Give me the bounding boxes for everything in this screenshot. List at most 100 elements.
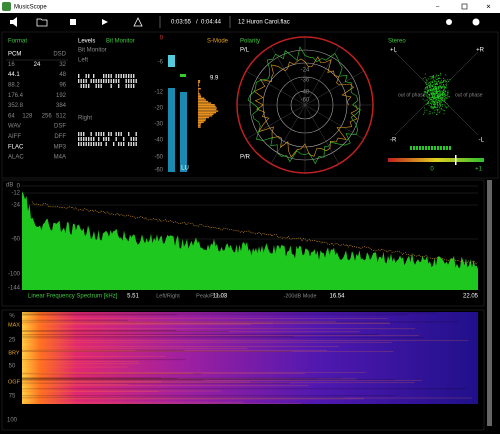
format-option: MP3 [54,144,67,150]
format-option: M4A [54,155,66,161]
scatter-dot [424,88,426,90]
scatter-dot [440,86,442,88]
scatter-dot [432,84,434,86]
volume-button[interactable] [10,17,17,27]
scatter-dot [447,93,449,95]
histogram-bar [198,121,204,123]
spectrogram-stripe [22,324,252,326]
scatter-dot [443,93,445,95]
subtitle: Bit Monitor [78,48,107,54]
scatter-dot [437,105,439,107]
open-button[interactable] [36,18,48,27]
scatter-dot [432,102,434,104]
bit-cell [123,137,125,141]
maximize-button[interactable] [461,3,468,10]
scatter-dot [439,104,441,106]
scatter-dot [424,91,426,93]
scatter-dot [424,107,425,109]
scatter-dot [440,93,441,95]
scatter-dot [442,77,444,79]
metronome-button[interactable] [133,17,143,27]
stop-button[interactable] [70,19,76,25]
bit-cell [100,79,102,83]
note: out of phase [455,92,483,98]
info-button[interactable] [472,18,480,26]
scatter-dot [431,96,433,98]
scatter-dot [438,95,440,97]
scatter-dot [432,100,434,102]
scatter-dot [441,93,443,95]
bit-cell [80,132,82,136]
scatter-dot [436,82,438,84]
bit-cell [135,142,137,146]
scatter-dot [437,104,438,106]
scatter-dot [438,90,439,92]
scatter-dot [443,80,445,82]
scatter-dot [446,106,448,108]
scatter-dot [445,83,447,85]
corr-cell [428,146,430,150]
scatter-dot [430,86,431,88]
scatter-dot [447,96,449,98]
scatter-dot [431,97,433,99]
settings-button[interactable] [446,19,452,25]
play-button[interactable] [102,19,108,25]
scatter-dot [436,109,438,111]
scatter-dot [444,106,446,108]
scatter-dot [441,98,442,100]
scatter-dot [444,91,446,92]
minimize-button[interactable]: – [436,5,440,11]
scatter-dot [436,87,438,89]
spectrogram-stripe [22,349,185,351]
spectrogram-stripe [22,331,360,333]
bit-cell [120,74,122,78]
scatter-dot [438,93,440,95]
scatter-dot [440,99,442,101]
histogram-bar [198,91,199,93]
spectrogram-stripe [22,390,159,392]
scatter-dot [436,102,438,104]
corr-cell [437,146,439,150]
scatter-dot [438,100,440,102]
scatter-dot [422,98,424,100]
bit-cell [130,142,132,146]
scatter-dot [428,83,430,85]
scatter-dot [440,83,442,85]
scatter-dot [425,79,427,81]
scatter-dot [433,87,435,89]
scatter-dot [444,79,446,81]
scatter-dot [440,101,442,103]
scatter-dot [447,79,449,81]
scatter-dot [440,107,442,109]
bit-cell [110,74,112,78]
scale-label: +1 [475,167,483,173]
scrollbar[interactable] [487,180,492,426]
spectrogram-stripe [22,347,248,349]
scatter-dot [440,74,442,76]
scatter-dot [438,99,440,101]
scatter-dot [433,102,435,104]
scatter-dot [428,101,430,103]
scatter-dot [431,105,433,107]
scatter-dot [431,107,433,109]
scatter-dot [434,92,436,94]
spectrogram-stripe [22,385,309,386]
bit-cell [118,79,120,83]
scatter-dot [446,87,448,89]
axis-label: P/L [240,48,250,54]
scatter-dot [430,82,432,84]
scatter-dot [434,95,436,97]
y-tick-label: -144 [8,286,21,292]
scatter-dot [424,110,426,112]
scatter-dot [423,91,425,93]
bit-cell [103,132,105,136]
x-tick-label: 5.51 [127,294,139,300]
histogram-bar [198,110,219,112]
bit-cell [118,142,120,146]
scatter-dot [424,87,426,89]
scatter-dot [436,101,438,103]
format-option: 384 [56,103,67,109]
close-button[interactable]: ✕ [486,5,491,11]
histogram-bar [198,104,215,106]
scatter-dot [442,98,443,100]
